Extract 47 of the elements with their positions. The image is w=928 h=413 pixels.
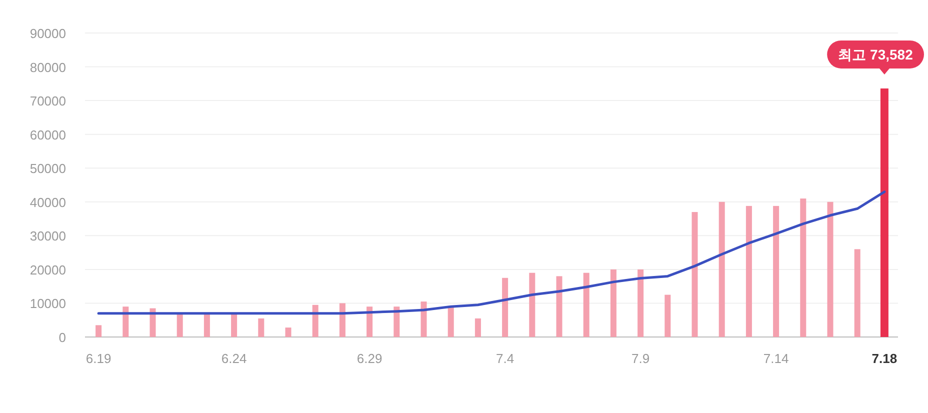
bar xyxy=(394,306,400,337)
y-tick-label: 90000 xyxy=(30,26,66,41)
x-tick-label: 6.24 xyxy=(221,351,247,366)
x-tick-label: 6.19 xyxy=(86,351,112,366)
y-tick-label: 80000 xyxy=(30,60,66,75)
y-tick-label: 40000 xyxy=(30,194,66,210)
bar xyxy=(773,206,780,337)
y-tick-label: 0 xyxy=(58,330,66,345)
annotation: 최고 73,582 xyxy=(838,46,914,62)
bar xyxy=(231,313,238,337)
bar xyxy=(664,294,671,337)
y-tick-label: 10000 xyxy=(30,296,66,312)
line-series xyxy=(97,190,886,315)
bar xyxy=(746,206,752,337)
bar xyxy=(610,269,616,337)
x-tick-label: 7.14 xyxy=(763,351,789,366)
x-tick-label: 7.18 xyxy=(872,351,898,366)
y-tick-label: 70000 xyxy=(30,94,66,109)
y-tick-label: 30000 xyxy=(30,228,66,244)
bar xyxy=(448,306,454,337)
bar xyxy=(502,278,508,337)
bar xyxy=(583,272,590,337)
bar xyxy=(176,313,183,337)
y-tick-label: 20000 xyxy=(30,262,66,278)
bar xyxy=(96,325,102,337)
x-tick-label: 6.29 xyxy=(356,351,382,366)
bar xyxy=(312,304,318,337)
x-tick-label: 7.4 xyxy=(496,351,514,366)
bar xyxy=(420,302,427,337)
bar xyxy=(800,198,806,337)
bar xyxy=(339,303,346,337)
bar xyxy=(285,328,292,337)
bar xyxy=(366,306,373,337)
bar xyxy=(474,318,481,337)
bar xyxy=(692,212,698,337)
y-tick-label: 60000 xyxy=(30,127,66,142)
bar xyxy=(718,202,725,337)
bar xyxy=(122,306,129,337)
bar xyxy=(204,313,210,337)
bar xyxy=(854,249,860,337)
y-tick-label: 50000 xyxy=(30,161,66,176)
bar xyxy=(258,318,264,337)
bar xyxy=(556,276,562,337)
bar xyxy=(827,202,834,337)
bar xyxy=(638,269,644,337)
bar xyxy=(529,272,536,337)
x-tick-label: 7.9 xyxy=(632,351,650,366)
